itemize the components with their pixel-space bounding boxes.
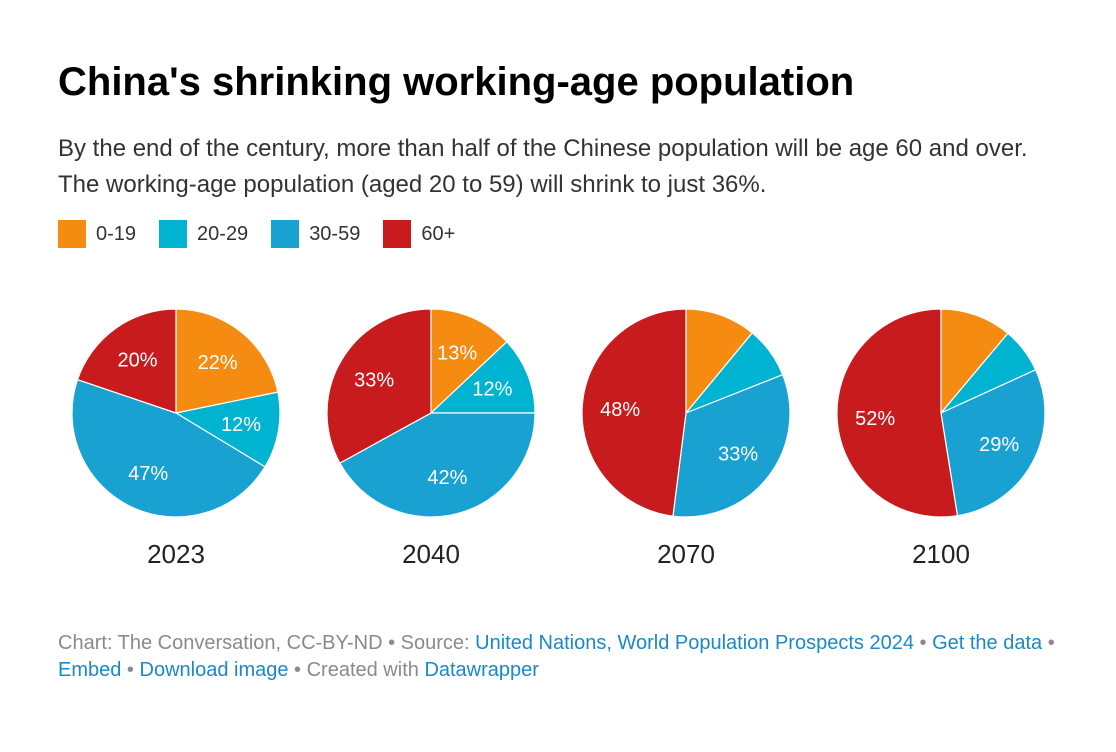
source-link[interactable]: United Nations, World Population Prospec… bbox=[475, 632, 914, 654]
legend: 0-19 20-29 30-59 60+ bbox=[58, 220, 478, 248]
pie-slice-2023-20-29 bbox=[174, 391, 281, 468]
pie-charts-area: 22% 12% 47% 20% 2023 13% 12% 42% 33% 2040 33% 48% 20… bbox=[0, 300, 1116, 600]
legend-swatch-20-29 bbox=[159, 220, 188, 248]
get-the-data-link[interactable]: Get the data bbox=[932, 632, 1043, 654]
slice-label-2040-30-59: 42% bbox=[427, 467, 467, 489]
footer: Chart: The Conversation, CC-BY-ND • Sour… bbox=[58, 630, 1058, 684]
embed-link[interactable]: Embed bbox=[58, 659, 122, 681]
legend-label-30-59: 30-59 bbox=[309, 222, 361, 245]
legend-item-30-59: 30-59 bbox=[271, 220, 360, 248]
year-label-2040: 2040 bbox=[402, 539, 460, 569]
pie-slice-2040-20-29 bbox=[429, 340, 536, 414]
slice-label-2070-30-59: 33% bbox=[718, 444, 758, 466]
pie-slice-2070-0-19 bbox=[685, 308, 754, 415]
pie-chart-2023: 22% 12% 47% 20% 2023 bbox=[71, 308, 281, 569]
legend-label-20-29: 20-29 bbox=[197, 222, 249, 245]
pie-slice-2040-0-19 bbox=[430, 308, 508, 415]
legend-swatch-0-19 bbox=[58, 220, 86, 248]
slice-label-2023-0-19: 22% bbox=[198, 352, 238, 374]
slice-label-2023-20-29: 12% bbox=[221, 414, 261, 436]
slice-label-2040-0-19: 13% bbox=[437, 342, 477, 364]
pie-charts-svg: 22% 12% 47% 20% 2023 13% 12% 42% 33% 2040 33% 48% 20… bbox=[71, 308, 1046, 569]
pie-slice-2100-30-59 bbox=[940, 369, 1046, 517]
chart-subtitle: By the end of the century, more than hal… bbox=[58, 135, 1028, 198]
legend-label-0-19: 0-19 bbox=[96, 222, 137, 245]
legend-label-60-plus: 60+ bbox=[421, 222, 456, 245]
slice-label-2040-60-plus: 33% bbox=[354, 369, 394, 391]
year-label-2023: 2023 bbox=[147, 539, 205, 569]
pie-slice-2040-30-59 bbox=[339, 412, 536, 518]
legend-item-60-plus: 60+ bbox=[383, 220, 455, 248]
legend-item-0-19: 0-19 bbox=[58, 220, 136, 248]
footer-credit: Chart: The Conversation, CC-BY-ND • Sour… bbox=[58, 632, 476, 654]
pie-slice-2040-60-plus bbox=[326, 308, 432, 464]
chart-title: China's shrinking working-age population bbox=[58, 60, 855, 104]
pie-chart-2100: 29% 52% 2100 bbox=[836, 308, 1046, 569]
footer-created-with: • Created with bbox=[288, 659, 425, 681]
pie-slice-2070-30-59 bbox=[672, 373, 791, 518]
datawrapper-link[interactable]: Datawrapper bbox=[424, 659, 539, 681]
download-image-link[interactable]: Download image bbox=[139, 659, 289, 681]
slice-label-2040-20-29: 12% bbox=[472, 379, 512, 401]
legend-swatch-60-plus bbox=[383, 220, 412, 248]
pie-slice-2070-60-plus bbox=[581, 308, 687, 517]
legend-item-20-29: 20-29 bbox=[159, 220, 248, 248]
pie-slice-2100-0-19 bbox=[940, 308, 1009, 415]
slice-label-2100-60-plus: 52% bbox=[855, 408, 895, 430]
pie-slice-2023-30-59 bbox=[71, 378, 266, 518]
legend-swatch-30-59 bbox=[271, 220, 300, 248]
year-label-2100: 2100 bbox=[912, 539, 970, 569]
footer-separator: • bbox=[121, 659, 140, 681]
pie-slice-2023-0-19 bbox=[175, 308, 279, 414]
year-label-2070: 2070 bbox=[657, 539, 715, 569]
footer-separator: • bbox=[1042, 632, 1055, 654]
slice-label-2070-60-plus: 48% bbox=[600, 399, 640, 421]
pie-slice-2023-60-plus bbox=[76, 308, 177, 414]
slice-label-2023-60-plus: 20% bbox=[117, 349, 157, 371]
pie-slice-2100-60-plus bbox=[836, 308, 959, 518]
footer-separator: • bbox=[913, 632, 933, 654]
slice-label-2023-30-59: 47% bbox=[128, 463, 168, 485]
pie-chart-2070: 33% 48% 2070 bbox=[581, 308, 791, 569]
slice-label-2100-30-59: 29% bbox=[979, 434, 1019, 456]
pie-chart-2040: 13% 12% 42% 33% 2040 bbox=[326, 308, 536, 569]
